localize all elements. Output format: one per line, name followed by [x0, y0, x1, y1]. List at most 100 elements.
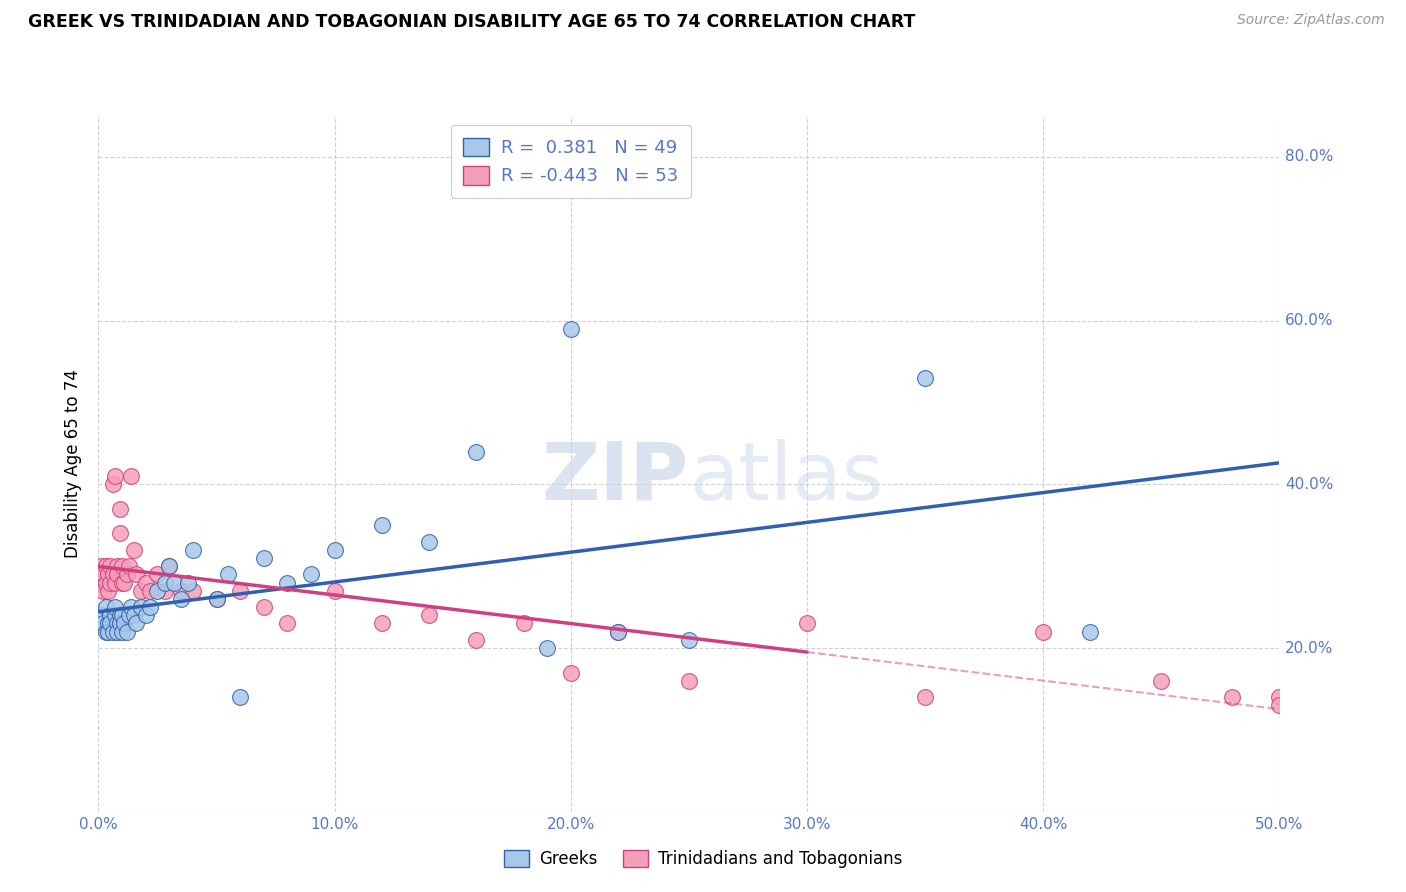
Point: [104, 600, 127, 615]
Point: [94, 575, 117, 590]
Point: [98, 616, 121, 631]
Point: [678, 632, 700, 647]
Point: [229, 583, 252, 598]
Point: [157, 559, 180, 574]
Point: [121, 469, 143, 483]
Point: [118, 559, 141, 574]
Point: [111, 575, 134, 590]
Point: [253, 600, 276, 615]
Point: [90, 608, 112, 623]
Point: [418, 534, 440, 549]
Point: [153, 575, 176, 590]
Point: [111, 559, 134, 574]
Point: [560, 322, 582, 336]
Point: [229, 690, 252, 705]
Text: 20.0%: 20.0%: [1285, 640, 1334, 656]
Point: [105, 616, 128, 631]
Point: [108, 608, 131, 623]
Point: [163, 575, 186, 590]
Y-axis label: Disability Age 65 to 74: Disability Age 65 to 74: [65, 369, 83, 558]
Point: [607, 624, 630, 639]
Point: [914, 690, 936, 705]
Point: [512, 616, 534, 631]
Point: [108, 616, 131, 631]
Point: [1080, 624, 1102, 639]
Point: [104, 469, 127, 483]
Point: [560, 665, 582, 680]
Point: [91, 583, 114, 598]
Point: [170, 591, 193, 606]
Legend: Greeks, Trinidadians and Tobagonians: Greeks, Trinidadians and Tobagonians: [498, 843, 908, 875]
Point: [122, 608, 145, 623]
Point: [97, 616, 120, 631]
Point: [101, 624, 124, 639]
Point: [122, 542, 145, 557]
Point: [94, 600, 117, 615]
Point: [139, 583, 162, 598]
Text: Source: ZipAtlas.com: Source: ZipAtlas.com: [1237, 13, 1385, 28]
Point: [111, 608, 134, 623]
Point: [371, 518, 394, 533]
Point: [97, 583, 120, 598]
Text: ZIP: ZIP: [541, 439, 689, 516]
Point: [115, 624, 138, 639]
Point: [217, 567, 239, 582]
Point: [108, 501, 131, 516]
Point: [98, 575, 121, 590]
Point: [90, 559, 112, 574]
Point: [125, 567, 148, 582]
Point: [299, 567, 322, 582]
Point: [118, 608, 141, 623]
Point: [135, 575, 157, 590]
Point: [181, 583, 204, 598]
Point: [108, 526, 131, 541]
Point: [91, 616, 114, 631]
Point: [94, 624, 117, 639]
Point: [1268, 698, 1291, 713]
Point: [1268, 690, 1291, 705]
Point: [181, 542, 204, 557]
Point: [323, 583, 346, 598]
Point: [101, 567, 124, 582]
Point: [418, 608, 440, 623]
Text: GREEK VS TRINIDADIAN AND TOBAGONIAN DISABILITY AGE 65 TO 74 CORRELATION CHART: GREEK VS TRINIDADIAN AND TOBAGONIAN DISA…: [28, 13, 915, 31]
Point: [97, 624, 120, 639]
Point: [125, 616, 148, 631]
Point: [104, 608, 127, 623]
Point: [205, 591, 228, 606]
Point: [105, 559, 128, 574]
Point: [129, 583, 152, 598]
Point: [94, 559, 117, 574]
Point: [98, 608, 121, 623]
Text: 40.0%: 40.0%: [1285, 477, 1334, 491]
Point: [170, 583, 193, 598]
Text: 60.0%: 60.0%: [1285, 313, 1334, 328]
Point: [607, 624, 630, 639]
Point: [153, 583, 176, 598]
Point: [101, 477, 124, 491]
Point: [146, 567, 169, 582]
Point: [112, 616, 135, 631]
Point: [276, 575, 298, 590]
Point: [139, 600, 162, 615]
Point: [465, 444, 488, 458]
Point: [177, 575, 200, 590]
Point: [121, 600, 143, 615]
Point: [91, 567, 114, 582]
Point: [112, 575, 135, 590]
Point: [111, 624, 134, 639]
Point: [536, 640, 558, 655]
Text: 80.0%: 80.0%: [1285, 149, 1334, 164]
Legend: R =  0.381   N = 49, R = -0.443   N = 53: R = 0.381 N = 49, R = -0.443 N = 53: [450, 125, 692, 198]
Point: [465, 632, 488, 647]
Point: [105, 567, 128, 582]
Point: [914, 371, 936, 385]
Point: [1150, 673, 1173, 688]
Point: [157, 559, 180, 574]
Point: [1220, 690, 1243, 705]
Point: [135, 608, 157, 623]
Point: [323, 542, 346, 557]
Point: [90, 575, 112, 590]
Point: [104, 575, 127, 590]
Point: [205, 591, 228, 606]
